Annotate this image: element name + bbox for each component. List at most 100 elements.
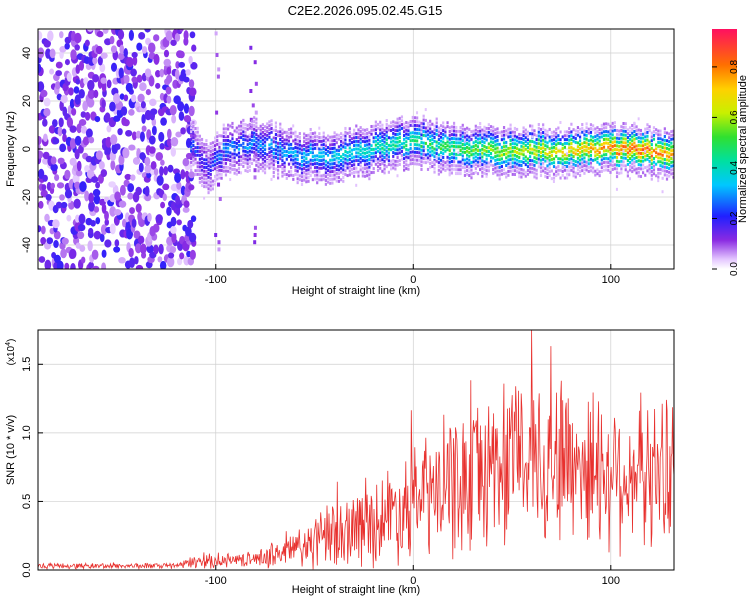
spectrogram-cell — [335, 179, 338, 183]
spectrogram-cell — [583, 152, 586, 156]
spectrogram-cell — [366, 147, 369, 151]
spectrogram-cell — [344, 157, 347, 161]
spectrogram-cell — [359, 160, 362, 164]
spectrogram-cell — [40, 89, 48, 98]
spectrogram-cell — [431, 161, 434, 165]
spectrogram-cell — [607, 164, 610, 168]
spectrogram-cell — [426, 167, 430, 171]
spectrogram-cell — [435, 148, 438, 152]
spectrogram-cell — [383, 144, 386, 148]
spectrogram-cell — [507, 169, 510, 173]
spectrogram-cell — [659, 167, 662, 171]
spectrogram-cell — [596, 126, 599, 130]
spectrogram-cell — [211, 145, 215, 149]
spectrogram-cell — [420, 125, 423, 129]
spectrogram-cell — [472, 148, 475, 152]
spectrogram-cell — [249, 45, 253, 50]
spectrogram-cell — [40, 236, 47, 245]
spectrogram-cell — [574, 171, 577, 175]
spectrogram-cell — [470, 172, 473, 176]
spectrogram-cell — [178, 50, 185, 59]
spectrogram-cell — [513, 130, 517, 134]
spectrogram-cell — [368, 173, 371, 177]
spectrogram-cell — [259, 151, 262, 155]
spectrogram-cell — [411, 158, 414, 162]
spectrogram-cell — [476, 141, 480, 145]
spectrogram-cell — [637, 128, 640, 132]
spectrogram-cell — [502, 129, 506, 133]
spectrogram-cell — [47, 30, 54, 42]
spectrogram-cell — [418, 158, 421, 162]
spectrogram-cell — [283, 173, 286, 177]
spectrogram-cell — [326, 180, 330, 184]
spectrogram-cell — [200, 168, 204, 172]
spectrogram-cell — [379, 139, 382, 143]
spectrogram-cell — [628, 153, 632, 157]
spectrogram-cell — [55, 61, 63, 69]
spectrogram-cell — [190, 157, 193, 161]
spectrogram-cell — [463, 135, 467, 139]
spectrogram-cell — [279, 122, 282, 126]
spectrogram-cell — [355, 147, 358, 151]
spectrogram-cell — [435, 152, 438, 156]
spectrogram-cell — [657, 144, 660, 148]
spectrogram-cell — [574, 152, 577, 156]
spectrogram-cell — [466, 138, 469, 142]
spectrogram-cell — [357, 143, 360, 147]
spectrogram-cell — [474, 155, 477, 159]
spectrogram-cell — [272, 174, 275, 178]
spectrogram-cell — [628, 130, 632, 134]
spectrogram-cell — [209, 153, 212, 157]
spectrogram-cell — [300, 144, 304, 148]
spectrogram-cell — [422, 122, 425, 126]
spectrogram-cell — [646, 134, 649, 138]
spectrogram-cell — [188, 184, 195, 191]
spectrogram-cell — [446, 167, 449, 171]
spectrogram-cell — [446, 121, 449, 125]
spectrogram-cell — [101, 203, 107, 214]
spectrogram-cell — [457, 141, 460, 145]
spectrogram-cell — [639, 128, 643, 132]
spectrogram-cell — [611, 156, 614, 160]
spectrogram-cell — [605, 164, 608, 168]
spectrogram-cell — [418, 143, 421, 147]
spectrogram-cell — [433, 160, 436, 164]
spectrogram-cell — [309, 174, 312, 178]
spectrogram-cell — [539, 127, 543, 131]
spectrogram-cell — [552, 145, 556, 149]
spectrogram-cell — [246, 169, 249, 173]
spectrogram-cell — [657, 160, 660, 164]
spectrogram-cell — [88, 201, 95, 212]
spectrogram-cell — [91, 249, 99, 260]
spectrogram-cell — [303, 159, 306, 163]
snr-x-tick-label: -100 — [205, 575, 227, 587]
spectrogram-cell — [442, 159, 445, 163]
spectrogram-cell — [176, 181, 182, 190]
spectrogram-cell — [435, 129, 438, 133]
spectrogram-cell — [279, 141, 282, 145]
spectrogram-cell — [169, 246, 177, 254]
spectrogram-cell — [100, 224, 108, 235]
spectrogram-cell — [496, 158, 499, 162]
spectrogram-cell — [565, 172, 569, 176]
spectrogram-cell — [337, 152, 341, 156]
spectrogram-cell — [661, 138, 664, 142]
spectrogram-cell — [429, 150, 432, 154]
spectrogram-cell — [198, 173, 201, 177]
spectrogram-cell — [624, 133, 627, 137]
spectrogram-cell — [513, 134, 517, 138]
spectrogram-cell — [502, 172, 506, 176]
spectrogram-cell — [633, 153, 636, 157]
spectrogram-cell — [381, 146, 384, 150]
spectrogram-cell — [381, 150, 384, 154]
spectrogram-cell — [387, 147, 390, 151]
spectrogram-cell — [200, 157, 204, 161]
spectrogram-cell — [176, 257, 183, 266]
spectrogram-cell — [492, 133, 495, 137]
spectrogram-cell — [207, 191, 210, 195]
spectrogram-cell — [248, 122, 251, 126]
spectrogram-cell — [318, 174, 321, 178]
spectrogram-cell — [104, 239, 112, 248]
spectrogram-cell — [359, 141, 362, 145]
spectrogram-cell — [474, 132, 477, 136]
